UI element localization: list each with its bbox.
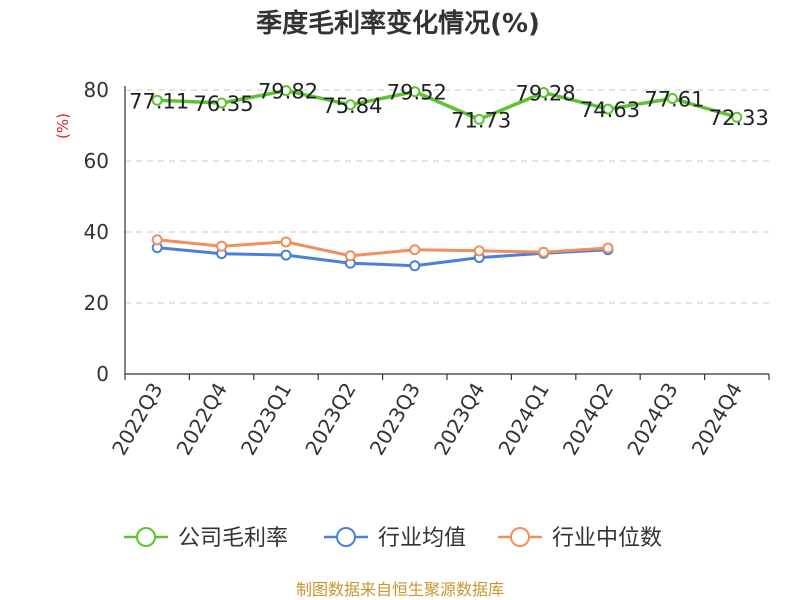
x-tick-label: 2024Q1 — [493, 379, 553, 460]
data-label: 75.84 — [322, 94, 382, 118]
data-point — [731, 111, 743, 123]
data-point — [216, 97, 228, 109]
legend[interactable]: 公司毛利率 行业均值 行业中位数 — [124, 526, 662, 551]
data-point — [602, 103, 614, 115]
y-axis-ticks: 0 20 40 60 80 — [84, 78, 109, 386]
data-label: 71.73 — [451, 108, 511, 132]
data-label: 76.35 — [194, 92, 254, 116]
data-point — [151, 234, 163, 246]
data-label: 77.11 — [129, 89, 189, 113]
x-axis-ticks: 2022Q3 2022Q4 2023Q1 2023Q2 2023Q3 2023Q4 2024… — [107, 379, 747, 460]
y-tick-label: 0 — [96, 362, 109, 386]
data-point — [280, 85, 292, 97]
grid-lines — [125, 89, 769, 304]
series-line — [157, 246, 609, 268]
x-tick-label: 2022Q4 — [171, 379, 231, 460]
data-point — [473, 245, 485, 257]
data-label: 72.33 — [709, 106, 769, 130]
data-point — [151, 94, 163, 106]
legend-label: 公司毛利率 — [178, 526, 288, 551]
data-point — [538, 87, 550, 99]
y-tick-label: 40 — [84, 220, 109, 244]
data-label: 79.52 — [387, 81, 447, 105]
data-point — [409, 244, 421, 256]
data-source-note: 制图数据来自恒生聚源数据库 — [296, 580, 504, 599]
data-point — [216, 240, 228, 252]
x-tick-label: 2023Q3 — [365, 379, 425, 460]
legend-label: 行业中位数 — [552, 526, 662, 551]
y-tick-label: 60 — [84, 149, 109, 173]
data-point — [538, 246, 550, 258]
data-point — [473, 113, 485, 125]
axes — [124, 86, 770, 380]
data-point — [602, 242, 614, 254]
data-label: 74.63 — [580, 98, 640, 122]
y-tick-label: 80 — [84, 78, 109, 102]
data-point — [280, 236, 292, 248]
x-tick-label: 2022Q3 — [107, 379, 167, 460]
data-point — [344, 99, 356, 111]
y-tick-label: 20 — [84, 291, 109, 315]
data-point — [280, 249, 292, 261]
data-point — [344, 250, 356, 262]
series-layer — [151, 85, 743, 272]
data-label: 79.82 — [258, 80, 318, 104]
data-point — [666, 92, 678, 104]
data-labels: 77.11 76.3579.8275.8479.5271.7379.2874.63… — [129, 80, 769, 133]
legend-label: 行业均值 — [378, 526, 466, 551]
x-tick-label: 2023Q1 — [236, 379, 296, 460]
x-tick-label: 2023Q2 — [300, 379, 360, 460]
chart-title: 季度毛利率变化情况(%) — [256, 8, 540, 39]
legend-item[interactable]: 行业均值 — [324, 526, 466, 551]
data-label: 77.61 — [644, 87, 704, 111]
legend-item[interactable]: 公司毛利率 — [124, 526, 288, 551]
series-line — [157, 88, 738, 122]
x-tick-label: 2024Q4 — [687, 379, 747, 460]
x-tick-label: 2024Q3 — [622, 379, 682, 460]
legend-swatch-marker — [136, 527, 156, 547]
legend-item[interactable]: 行业中位数 — [498, 526, 662, 551]
series-line — [157, 238, 609, 258]
legend-swatch-marker — [336, 527, 356, 547]
data-label: 79.28 — [516, 82, 576, 106]
x-tick-label: 2024Q2 — [558, 379, 618, 460]
x-tick-label: 2023Q4 — [429, 379, 489, 460]
data-point — [409, 86, 421, 98]
y-axis-unit: (%) — [54, 113, 72, 139]
legend-swatch-marker — [510, 527, 530, 547]
data-point — [409, 260, 421, 272]
